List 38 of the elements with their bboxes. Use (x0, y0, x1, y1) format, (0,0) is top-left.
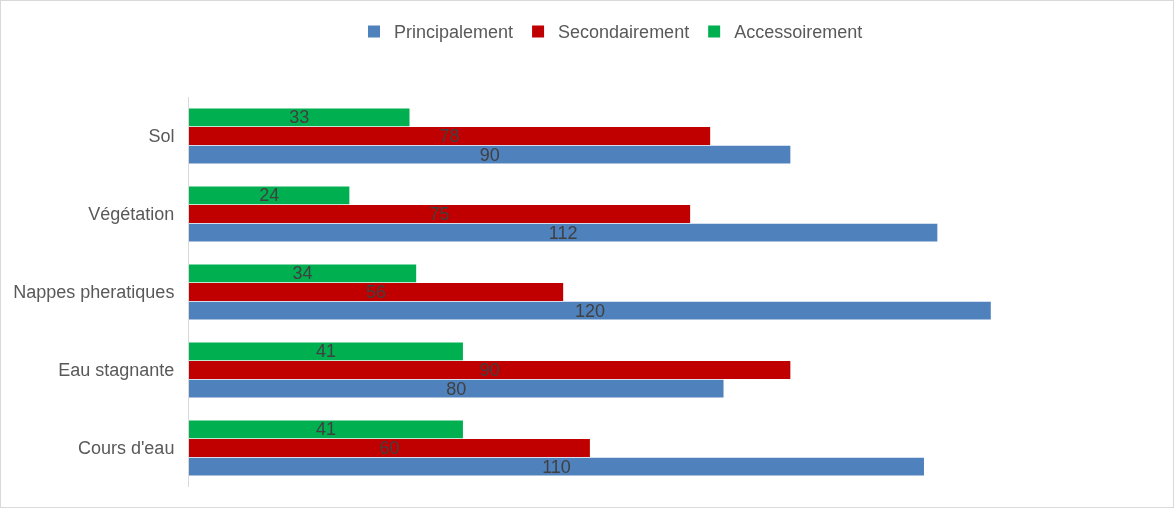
y-tick-label: Végétation (88, 204, 175, 225)
bar (189, 283, 564, 301)
data-label: 78 (439, 126, 460, 146)
data-label: 41 (315, 341, 336, 362)
bar (189, 301, 991, 320)
bar (189, 420, 463, 439)
y-tick-label: Cours d'eau (77, 438, 175, 459)
y-tick-label: Sol (148, 126, 175, 147)
bar (189, 223, 938, 242)
y-tick-label: Nappes pheratiques (13, 282, 175, 303)
bar (189, 205, 691, 223)
bar (189, 127, 711, 145)
data-label: 75 (429, 204, 450, 224)
data-label: 33 (289, 107, 310, 128)
bar (189, 361, 791, 379)
data-label: 34 (292, 263, 313, 284)
data-label: 80 (446, 378, 467, 399)
data-label: 56 (366, 282, 387, 302)
bar (189, 379, 724, 398)
legend-label: Principalement (394, 22, 514, 43)
legend-label: Accessoirement (734, 22, 863, 43)
y-tick-label: Eau stagnante (58, 360, 175, 381)
data-label: 120 (574, 300, 605, 321)
data-label: 110 (542, 456, 571, 477)
bar (189, 457, 924, 476)
data-label: 41 (315, 419, 336, 440)
bar (189, 439, 590, 457)
legend-label: Secondairement (558, 22, 690, 43)
bar (189, 342, 463, 361)
data-label: 60 (379, 438, 400, 458)
bar (189, 186, 350, 205)
bar (189, 264, 417, 283)
bar (189, 108, 410, 127)
data-label: 112 (548, 222, 578, 243)
data-label: 90 (479, 144, 500, 165)
data-label: 90 (479, 360, 500, 380)
data-label: 24 (259, 185, 280, 206)
bar (189, 145, 791, 164)
